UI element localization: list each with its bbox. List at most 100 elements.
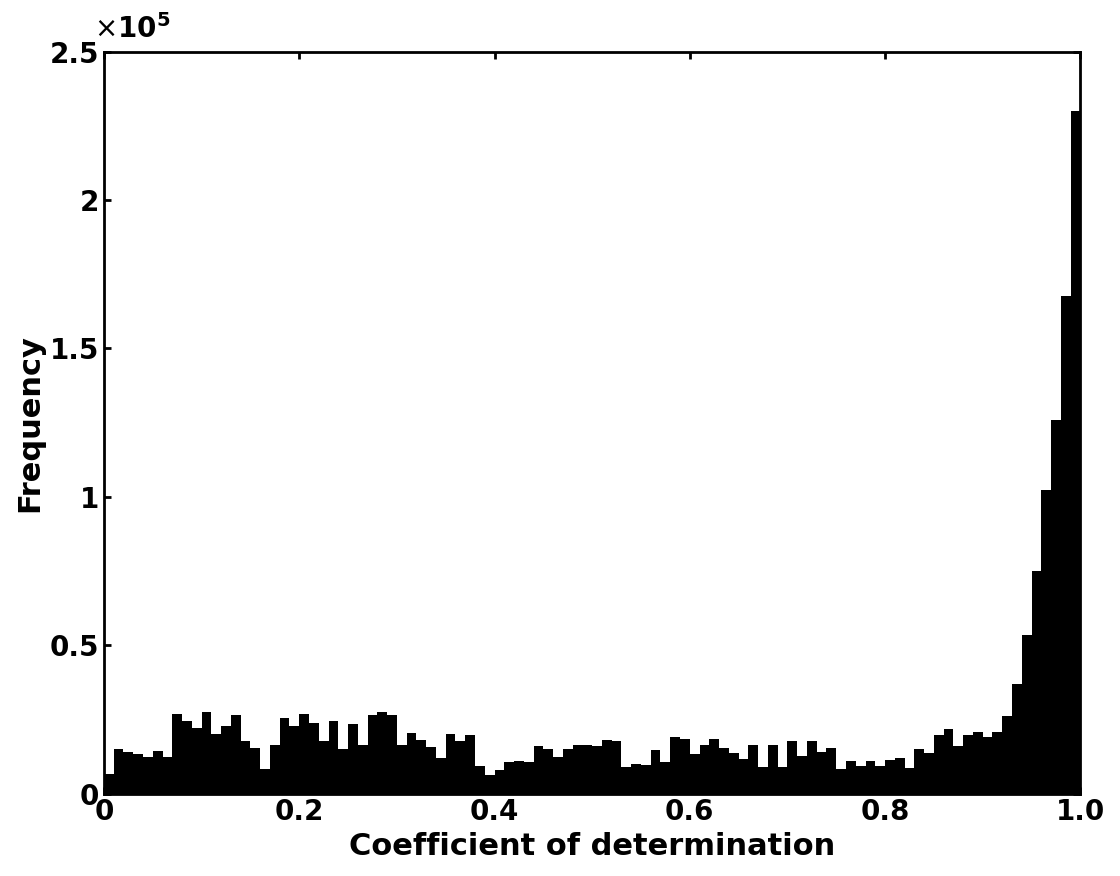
Bar xyxy=(299,714,309,794)
Bar xyxy=(934,736,944,794)
Bar xyxy=(377,712,388,794)
Bar xyxy=(885,760,895,794)
Bar xyxy=(680,738,690,794)
Bar xyxy=(709,739,719,794)
Bar xyxy=(1042,491,1051,794)
Bar xyxy=(700,745,709,794)
Bar xyxy=(260,769,270,794)
Bar xyxy=(622,766,632,794)
Bar xyxy=(1002,716,1012,794)
Bar xyxy=(231,715,241,794)
Bar xyxy=(661,762,670,794)
Bar xyxy=(192,728,202,794)
Bar xyxy=(953,746,963,794)
Bar xyxy=(152,751,162,794)
Bar xyxy=(202,711,212,794)
Bar xyxy=(944,729,953,794)
Bar xyxy=(563,750,572,794)
Bar xyxy=(905,768,914,794)
Bar xyxy=(524,762,533,794)
Bar xyxy=(895,758,905,794)
Bar xyxy=(456,740,465,794)
Bar xyxy=(114,749,123,794)
Bar xyxy=(1012,684,1021,794)
Bar xyxy=(866,761,876,794)
Bar xyxy=(1061,296,1071,794)
Bar xyxy=(172,715,183,794)
Bar xyxy=(816,752,827,794)
Bar xyxy=(319,741,328,794)
Bar xyxy=(738,759,748,794)
Bar xyxy=(827,748,837,794)
Bar xyxy=(533,745,543,794)
Bar xyxy=(876,766,885,794)
Bar xyxy=(426,746,436,794)
Bar xyxy=(162,757,172,794)
Bar xyxy=(388,716,396,794)
Bar xyxy=(758,767,768,794)
Bar xyxy=(357,745,367,794)
Bar xyxy=(787,741,797,794)
Bar xyxy=(690,754,700,794)
Bar xyxy=(572,745,582,794)
Bar xyxy=(748,745,758,794)
Bar xyxy=(963,735,973,794)
Text: $\times\mathbf{10^5}$: $\times\mathbf{10^5}$ xyxy=(94,14,170,44)
Bar xyxy=(407,733,417,794)
Bar xyxy=(719,748,729,794)
Bar xyxy=(543,749,553,794)
Bar xyxy=(808,741,816,794)
Bar xyxy=(982,737,992,794)
Bar xyxy=(123,752,133,794)
Bar xyxy=(601,740,612,794)
Bar xyxy=(280,718,289,794)
Bar xyxy=(553,757,563,794)
Bar xyxy=(446,734,456,794)
Bar xyxy=(729,753,738,794)
Bar xyxy=(504,762,514,794)
Bar xyxy=(133,753,143,794)
Bar xyxy=(241,741,251,794)
Bar xyxy=(1051,420,1061,794)
Bar xyxy=(183,721,192,794)
Bar xyxy=(417,739,426,794)
Bar xyxy=(777,767,787,794)
Bar xyxy=(367,715,377,794)
Bar xyxy=(289,726,299,794)
Bar xyxy=(768,745,777,794)
Bar xyxy=(270,745,280,794)
Bar xyxy=(612,740,622,794)
Bar xyxy=(396,745,407,794)
Bar xyxy=(592,745,601,794)
Bar xyxy=(651,751,661,794)
Bar xyxy=(797,756,808,794)
Bar xyxy=(338,749,348,794)
Bar xyxy=(837,768,846,794)
Bar xyxy=(1032,571,1042,794)
Bar xyxy=(670,737,680,794)
Bar xyxy=(1021,635,1032,794)
Bar xyxy=(465,735,475,794)
Bar xyxy=(475,766,485,794)
Bar xyxy=(514,761,524,794)
Bar xyxy=(856,766,866,794)
Bar xyxy=(495,770,504,794)
Bar xyxy=(1071,111,1081,794)
Bar xyxy=(924,753,934,794)
X-axis label: Coefficient of determination: Coefficient of determination xyxy=(349,832,836,861)
Bar xyxy=(846,761,856,794)
Bar xyxy=(104,774,114,794)
Bar xyxy=(221,726,231,794)
Bar xyxy=(632,764,641,794)
Bar xyxy=(582,745,592,794)
Bar xyxy=(212,734,221,794)
Bar xyxy=(973,732,982,794)
Bar xyxy=(143,757,152,794)
Bar xyxy=(251,748,260,794)
Bar xyxy=(309,723,319,794)
Bar xyxy=(348,724,357,794)
Bar xyxy=(914,749,924,794)
Bar xyxy=(992,732,1002,794)
Bar xyxy=(485,774,495,794)
Bar xyxy=(328,721,338,794)
